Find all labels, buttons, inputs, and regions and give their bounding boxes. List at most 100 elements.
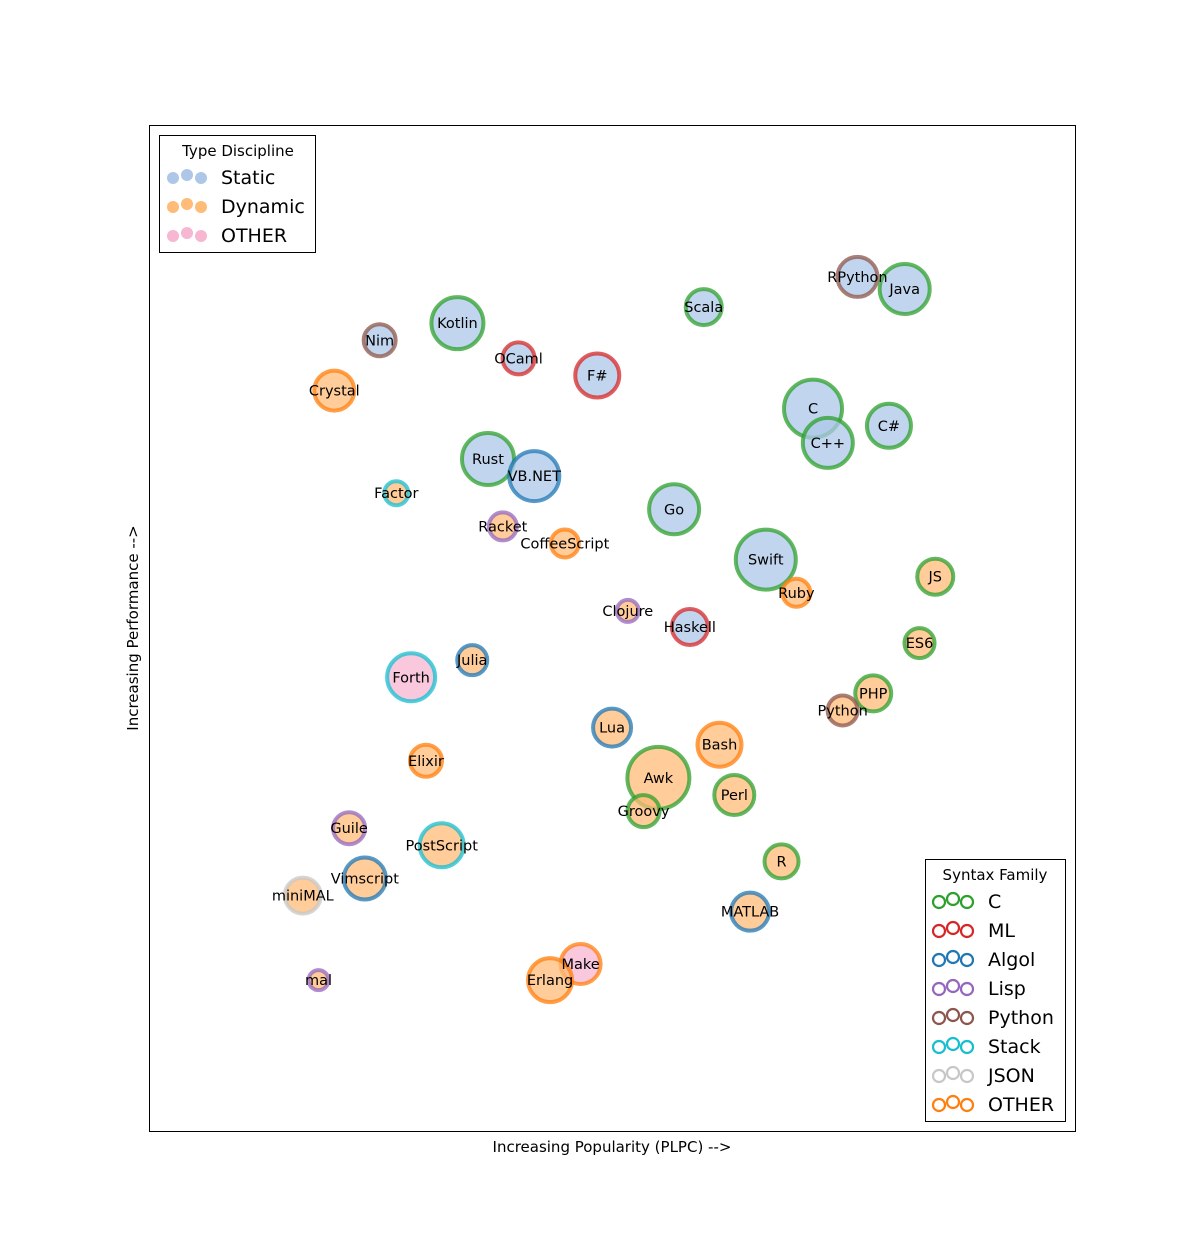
bubble-label-es6: ES6 xyxy=(906,636,934,652)
bubble-label-factor: Factor xyxy=(374,486,418,502)
syntax-legend-entry-stack: Stack xyxy=(931,1036,1041,1058)
bubble-label-groovy: Groovy xyxy=(618,804,670,820)
syntax-legend-marker xyxy=(945,1094,961,1110)
bubble-js xyxy=(915,556,956,597)
type-legend-label: Static xyxy=(221,167,275,189)
bubble-label-postscript: PostScript xyxy=(405,838,478,854)
bubble-java xyxy=(877,261,932,316)
syntax-legend-marker xyxy=(931,1097,947,1113)
plot-frame xyxy=(149,125,1076,1132)
syntax-legend-entry-lisp: Lisp xyxy=(931,978,1026,1000)
syntax-legend-entry-c: C xyxy=(931,891,1001,913)
bubble-label-guile: Guile xyxy=(330,821,367,837)
syntax-legend: Syntax Family C ML Algol Lisp Python Stack JSO… xyxy=(925,859,1066,1122)
syntax-legend-marker xyxy=(945,1007,961,1023)
bubble-label-c: C++ xyxy=(811,436,845,452)
type-legend-marker xyxy=(195,230,207,242)
syntax-legend-marker xyxy=(931,923,947,939)
bubble-label-mal: mal xyxy=(305,973,332,989)
type-legend-entry-other: OTHER xyxy=(167,225,287,247)
syntax-legend-marker xyxy=(945,1036,961,1052)
bubble-label-matlab: MATLAB xyxy=(721,905,779,921)
bubble-ocaml xyxy=(500,340,537,377)
syntax-legend-marker xyxy=(931,894,947,910)
type-legend-marker xyxy=(167,230,179,242)
bubble-haskell xyxy=(669,606,710,647)
type-legend-label: Dynamic xyxy=(221,196,305,218)
bubble-f xyxy=(573,351,622,400)
syntax-legend-marker xyxy=(931,1068,947,1084)
bubble-label-clojure: Clojure xyxy=(602,604,653,620)
syntax-legend-marker xyxy=(931,981,947,997)
type-legend-marker xyxy=(195,201,207,213)
bubble-r xyxy=(762,842,801,881)
bubble-c xyxy=(864,401,913,450)
bubble-label-coffeescript: CoffeeScript xyxy=(520,536,609,552)
bubble-c xyxy=(800,415,855,470)
type-legend-marker xyxy=(181,198,193,210)
syntax-legend-title: Syntax Family xyxy=(943,866,1048,884)
bubble-label-awk: Awk xyxy=(644,771,674,787)
bubble-python xyxy=(825,693,860,728)
type-legend-entry-dynamic: Dynamic xyxy=(167,196,305,218)
syntax-legend-label: OTHER xyxy=(988,1094,1054,1116)
bubble-racket xyxy=(486,510,519,543)
syntax-legend-marker xyxy=(931,1039,947,1055)
syntax-legend-marker xyxy=(959,1039,975,1055)
bubble-scala xyxy=(683,287,724,328)
syntax-legend-marker xyxy=(959,1068,975,1084)
syntax-legend-label: C xyxy=(988,891,1001,913)
syntax-legend-marker xyxy=(959,952,975,968)
syntax-legend-marker xyxy=(959,894,975,910)
bubble-label-kotlin: Kotlin xyxy=(437,316,478,332)
bubble-bash xyxy=(695,720,744,769)
syntax-legend-label: Algol xyxy=(988,949,1035,971)
bubble-label-bash: Bash xyxy=(702,738,738,754)
type-legend-marker xyxy=(195,172,207,184)
bubble-label-go: Go xyxy=(664,502,684,518)
bubble-label-crystal: Crystal xyxy=(309,384,360,400)
bubble-label-haskell: Haskell xyxy=(664,620,716,636)
type-legend-marker xyxy=(181,227,193,239)
syntax-legend-marker xyxy=(959,923,975,939)
bubble-vb-net xyxy=(507,449,562,504)
y-axis-title: Increasing Performance --> xyxy=(124,525,142,730)
bubble-label-forth: Forth xyxy=(392,670,430,686)
bubble-elixir xyxy=(407,742,444,779)
syntax-legend-marker xyxy=(931,1010,947,1026)
bubble-lua xyxy=(591,706,634,749)
x-axis-title: Increasing Popularity (PLPC) --> xyxy=(493,1138,732,1156)
bubble-label-r: R xyxy=(776,854,786,870)
bubble-vimscript xyxy=(341,855,388,902)
syntax-legend-marker xyxy=(959,981,975,997)
syntax-legend-entry-algol: Algol xyxy=(931,949,1035,971)
syntax-legend-label: Lisp xyxy=(988,978,1026,1000)
syntax-legend-label: Python xyxy=(988,1007,1054,1029)
syntax-legend-label: Stack xyxy=(988,1036,1041,1058)
bubble-label-racket: Racket xyxy=(478,519,527,535)
type-legend-marker xyxy=(181,169,193,181)
bubble-erlang xyxy=(526,956,575,1005)
bubble-label-julia: Julia xyxy=(456,653,487,669)
syntax-legend-marker xyxy=(959,1010,975,1026)
bubble-label-python: Python xyxy=(818,703,868,719)
bubble-label-elixir: Elixir xyxy=(408,754,444,770)
bubble-matlab xyxy=(729,890,772,933)
bubble-minimal xyxy=(282,875,323,916)
syntax-legend-marker xyxy=(945,1065,961,1081)
syntax-legend-label: JSON xyxy=(987,1065,1035,1087)
bubble-ruby xyxy=(780,576,813,609)
syntax-legend-entry-python: Python xyxy=(931,1007,1054,1029)
bubble-label-js: JS xyxy=(928,570,942,586)
bubble-groovy xyxy=(625,793,662,830)
bubble-label-make: Make xyxy=(561,957,599,973)
syntax-legend-marker xyxy=(931,952,947,968)
bubble-nim xyxy=(361,322,398,359)
syntax-legend-marker xyxy=(945,891,961,907)
bubble-label-perl: Perl xyxy=(721,788,748,804)
syntax-legend-marker xyxy=(945,949,961,965)
syntax-legend-entry-ml: ML xyxy=(931,920,1015,942)
syntax-legend-label: ML xyxy=(988,920,1015,942)
bubble-crystal xyxy=(312,368,357,413)
